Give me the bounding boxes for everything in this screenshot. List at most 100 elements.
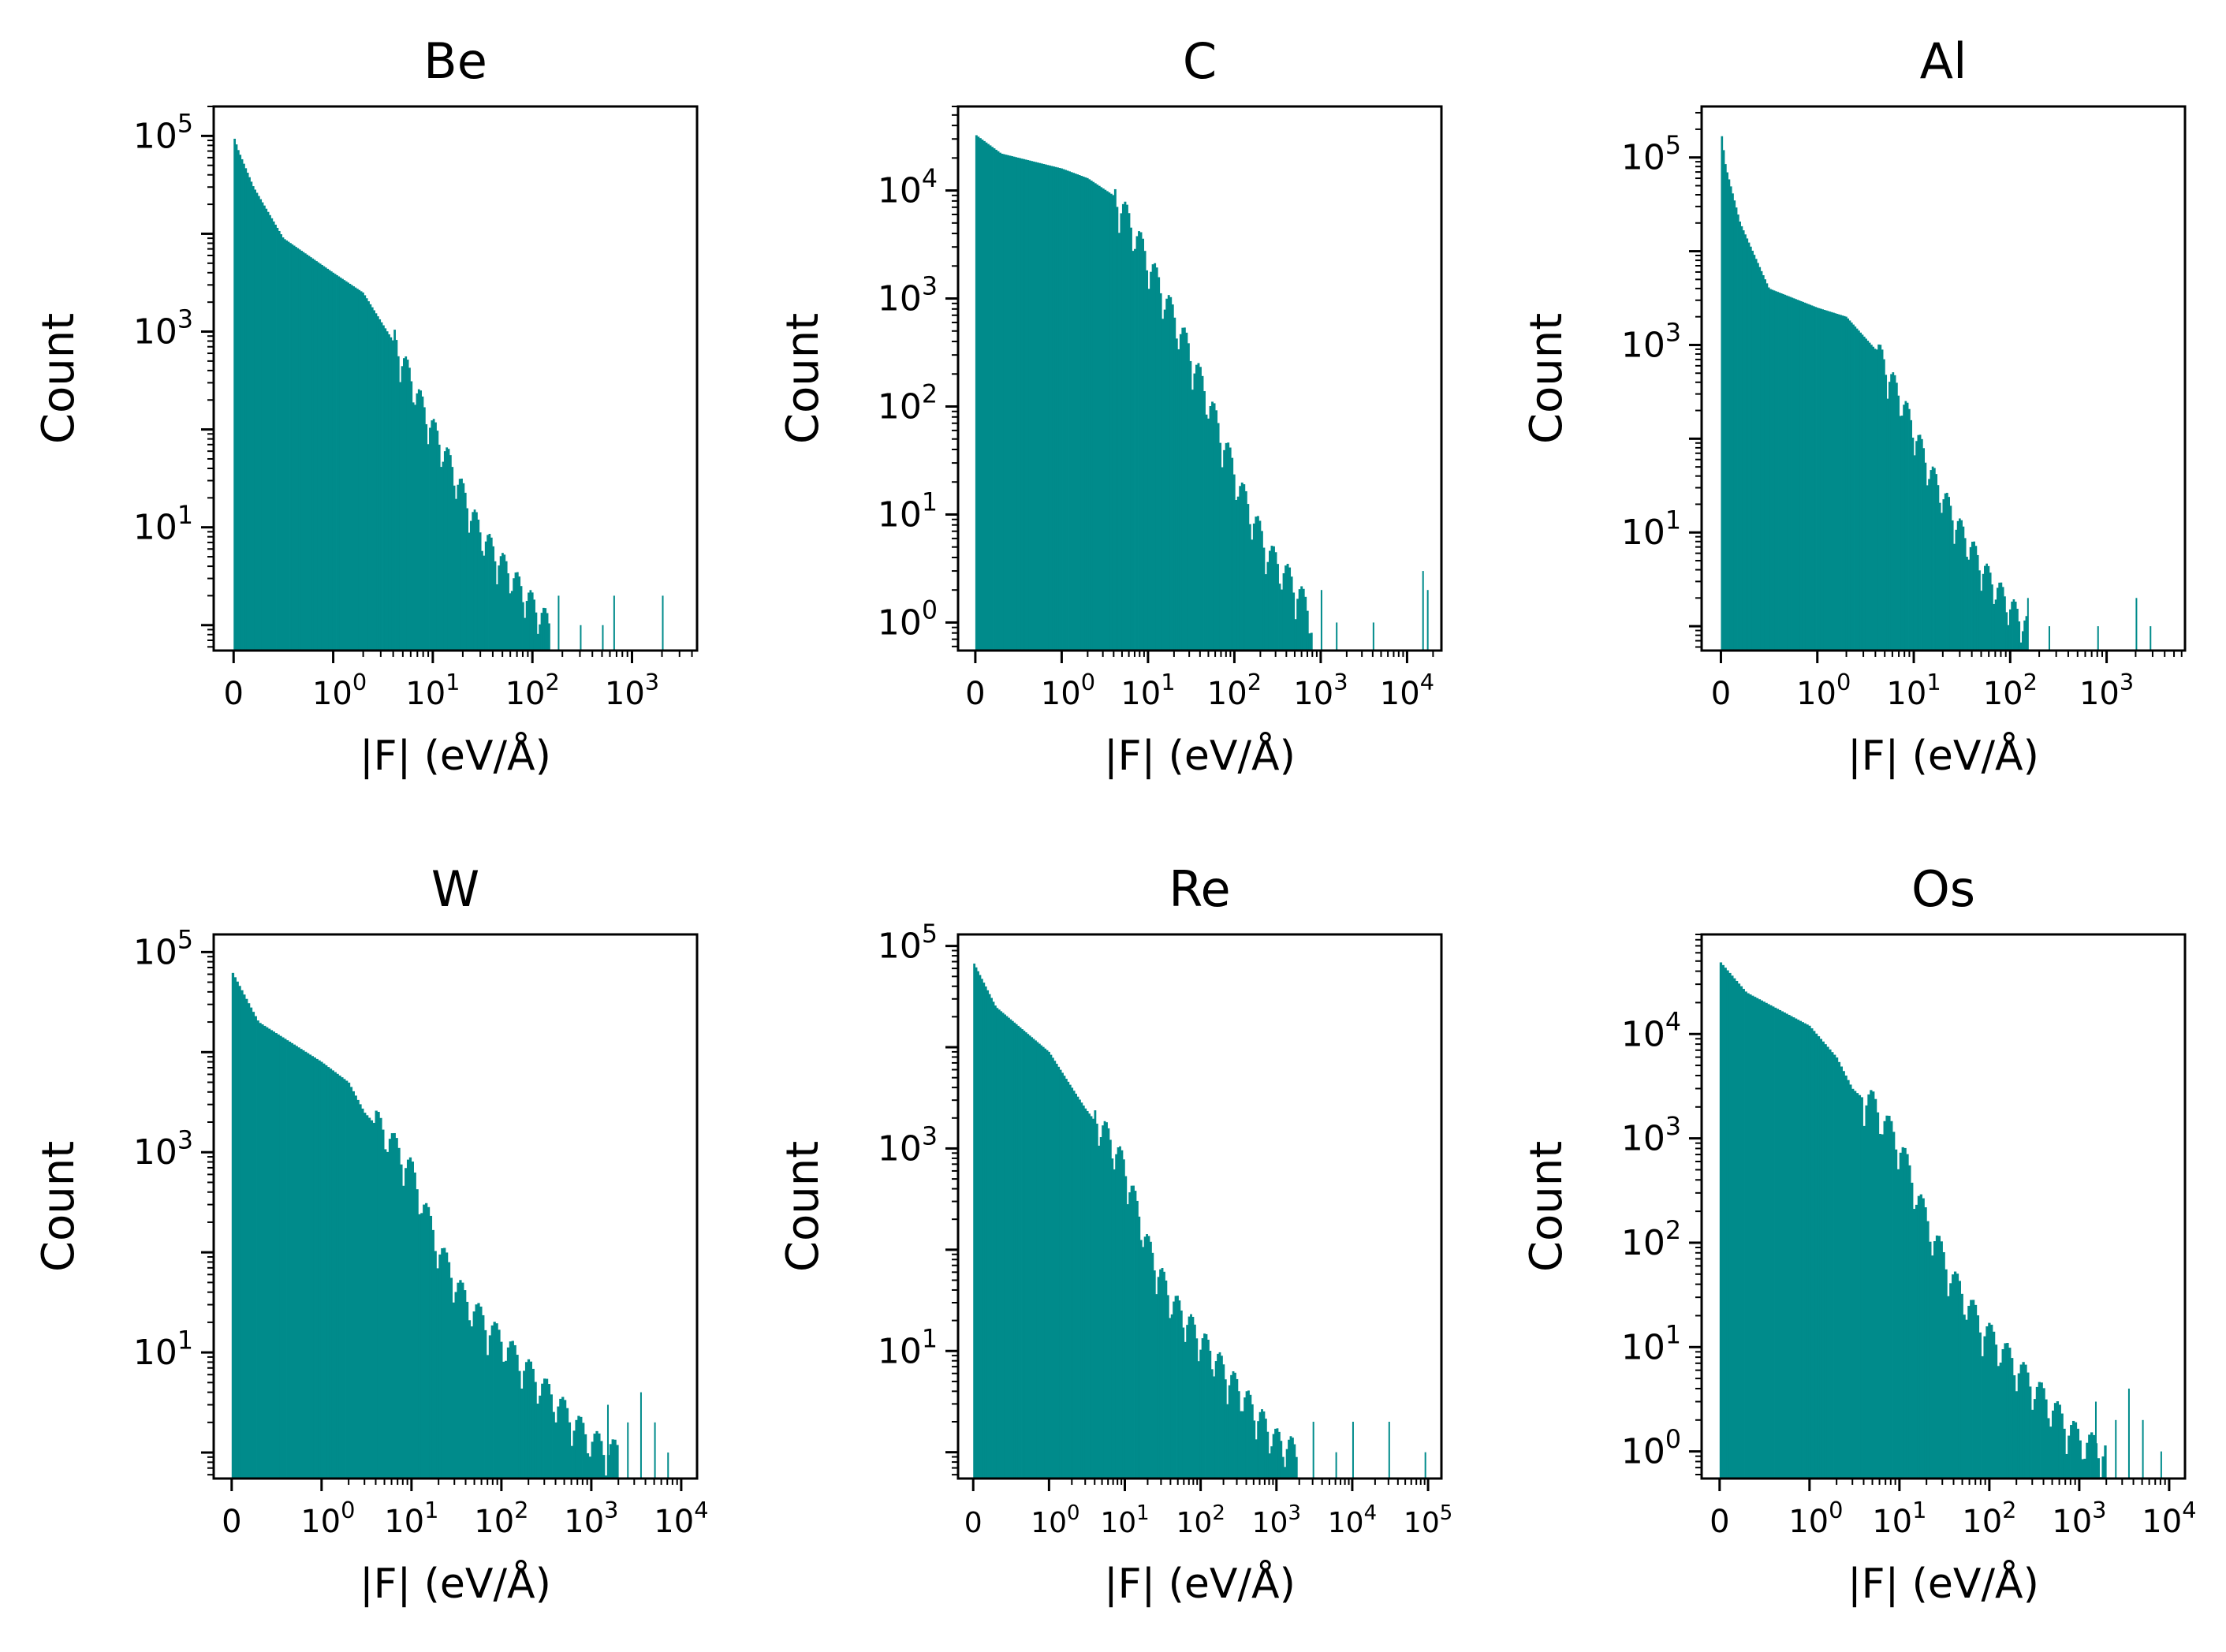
x-tick-label-base: 10 xyxy=(2052,1504,2092,1540)
histogram-bar xyxy=(2035,1386,2039,1479)
histogram-bar xyxy=(1024,1032,1027,1479)
histogram-bar xyxy=(513,578,515,651)
x-tick-label-exponent: 2 xyxy=(2002,1497,2016,1523)
histogram-bar xyxy=(455,498,457,651)
x-tick-label: 0 xyxy=(965,676,985,712)
histogram-bar xyxy=(302,1050,305,1479)
histogram-bar xyxy=(1931,1255,1934,1479)
histogram-bar xyxy=(1028,1035,1031,1479)
histogram-bar xyxy=(1915,441,1918,651)
histogram-bar xyxy=(1023,158,1026,651)
outlier-bar xyxy=(1320,590,1322,651)
x-axis-ticks: 0 100 101 102 103 xyxy=(224,651,693,712)
x-tick-label: 0 xyxy=(964,1507,982,1539)
histogram-bar xyxy=(416,393,419,651)
histogram-bar xyxy=(1082,176,1085,651)
bars-al xyxy=(1721,136,2152,651)
histogram-bar xyxy=(1972,1300,1975,1479)
histogram-bar xyxy=(1193,1324,1196,1479)
histogram-bar xyxy=(410,381,413,651)
histogram-bar xyxy=(1080,175,1083,651)
histogram-bar xyxy=(1998,582,2000,651)
outlier-bar xyxy=(1312,1422,1314,1479)
histogram-bar xyxy=(1782,293,1784,651)
histogram-bar xyxy=(472,1311,475,1479)
histogram-bar xyxy=(1027,160,1030,651)
histogram-bar xyxy=(300,251,303,651)
histogram-bar xyxy=(388,334,390,651)
histogram-bar xyxy=(378,319,382,651)
x-tick-label-base: 0 xyxy=(1710,1504,1729,1540)
histogram-bar xyxy=(1163,309,1166,651)
histogram-bar xyxy=(434,1251,437,1479)
histogram-bar xyxy=(263,1025,267,1479)
histogram-bar xyxy=(1151,1252,1154,1479)
histogram-bar xyxy=(1106,1122,1108,1479)
histogram-bar xyxy=(527,1359,531,1479)
histogram-bar xyxy=(284,1039,287,1479)
histogram-bar xyxy=(326,1067,330,1479)
histogram-bar xyxy=(1941,513,1943,651)
histogram-bar xyxy=(1057,1066,1061,1479)
histogram-bar xyxy=(328,270,331,651)
x-tick-label: 101 xyxy=(384,1497,438,1540)
histogram-bar xyxy=(1130,1185,1133,1479)
histogram-bar xyxy=(1146,1234,1148,1479)
histogram-bar xyxy=(535,612,538,651)
histogram-bar xyxy=(1754,259,1758,651)
histogram-bar xyxy=(347,1082,351,1479)
histogram-bar xyxy=(1215,410,1218,651)
histogram-bar xyxy=(1210,1369,1214,1479)
histogram-bar xyxy=(1910,420,1913,651)
histogram-bar xyxy=(1184,1341,1187,1479)
histogram-bar xyxy=(1866,341,1870,651)
histogram-bar xyxy=(270,1030,274,1479)
x-tick-label: 100 xyxy=(1041,669,1095,712)
histogram-bar xyxy=(1731,975,1734,1479)
histogram-bar xyxy=(1974,1304,1978,1479)
histogram-bar xyxy=(1161,319,1165,651)
y-tick-label: 102 xyxy=(1621,1217,1681,1263)
y-tick-label-exponent: 1 xyxy=(177,502,193,530)
histogram-bar xyxy=(1264,574,1267,651)
histogram-bar xyxy=(2027,1372,2030,1479)
y-tick-label-exponent: 3 xyxy=(922,273,938,301)
histogram-bar xyxy=(1284,1467,1287,1479)
histogram-bar xyxy=(511,1341,514,1479)
histogram-bar xyxy=(2019,1364,2023,1479)
histogram-bar xyxy=(1138,231,1140,651)
histogram-bar xyxy=(313,259,316,651)
histogram-bar xyxy=(384,1149,387,1479)
histogram-bar xyxy=(1913,455,1916,651)
histogram-bar xyxy=(1103,1121,1106,1479)
histogram-bar xyxy=(438,1254,442,1479)
histogram-bar xyxy=(1244,490,1247,651)
histogram-bar xyxy=(1231,457,1234,651)
histogram-bar xyxy=(1952,1274,1955,1479)
histogram-bar xyxy=(1175,338,1178,651)
histogram-bar xyxy=(1056,167,1059,651)
histogram-bar xyxy=(401,366,404,651)
histogram-bar xyxy=(352,286,356,651)
histogram-bar xyxy=(282,1037,285,1479)
histogram-bar xyxy=(406,360,409,651)
histogram-bar xyxy=(1187,343,1190,651)
x-tick-label-base: 10 xyxy=(1207,676,1247,712)
histogram-bar xyxy=(233,977,237,1479)
histogram-bar xyxy=(1075,1093,1077,1479)
x-tick-label: 101 xyxy=(1886,669,1941,712)
histogram-bar xyxy=(543,1378,546,1479)
histogram-bar xyxy=(1277,1431,1281,1479)
histogram-bar xyxy=(247,1003,251,1479)
histogram-bar xyxy=(1965,1319,1968,1479)
outlier-bar xyxy=(654,1422,656,1479)
histogram-bar xyxy=(1817,1036,1821,1479)
histogram-bar xyxy=(1020,158,1024,651)
histogram-bar xyxy=(277,1034,280,1479)
histogram-bar xyxy=(1120,1150,1124,1479)
histogram-bar xyxy=(1896,382,1898,651)
histogram-bar xyxy=(1854,326,1857,651)
histogram-bar xyxy=(1906,1154,1909,1479)
histogram-bar xyxy=(509,593,512,651)
